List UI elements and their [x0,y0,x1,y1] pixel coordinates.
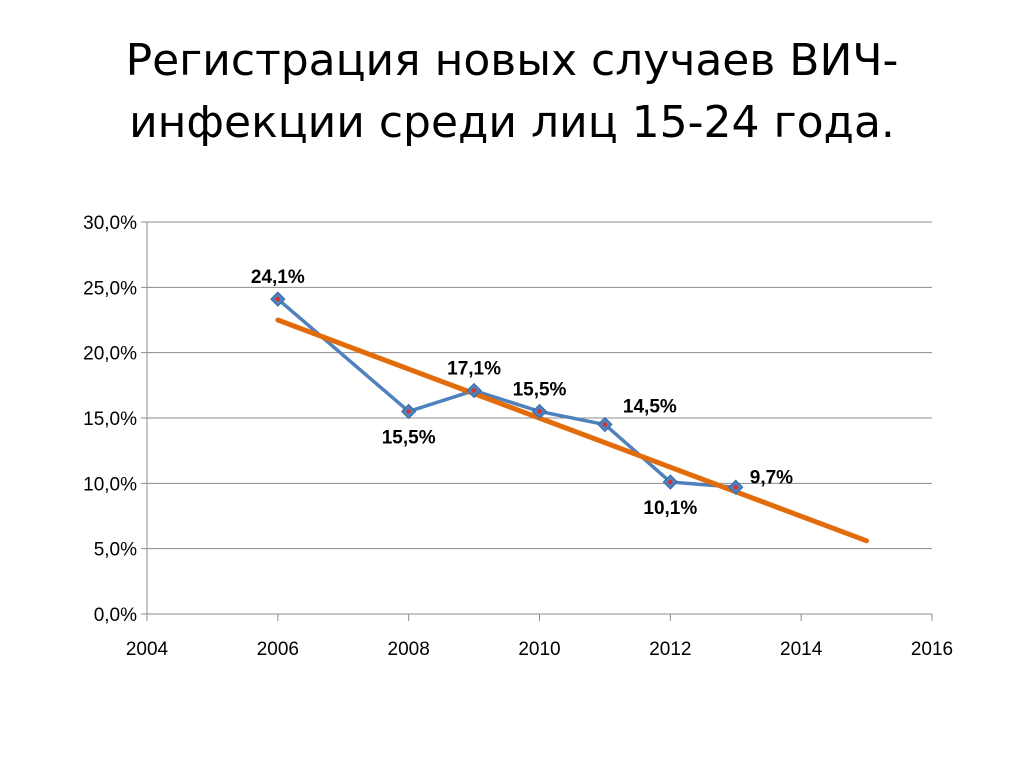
marker-center-dot [471,388,477,393]
marker-center-dot [733,485,738,490]
data-markers [270,291,744,495]
trendline-layer [275,317,870,544]
slide-title-line-2: инфекции среди лиц 15-24 года. [129,97,895,148]
y-tick-label: 15,0% [83,409,137,430]
slide-title-line-1: Регистрация новых случаев ВИЧ- [125,35,899,86]
y-tick-label: 10,0% [83,474,137,495]
marker-center-dot [668,479,673,485]
data-label: 17,1% [447,359,501,380]
x-tick-label: 2014 [780,639,823,660]
trendline [275,317,870,544]
data-point [597,416,613,433]
data-label: 10,1% [643,498,697,519]
marker-center-dot [406,409,411,414]
x-tick-label: 2006 [257,639,299,660]
data-point [466,382,482,399]
data-point [270,291,286,307]
data-label: 15,5% [513,379,567,400]
y-tick-label: 5,0% [94,540,137,561]
series [276,297,736,489]
marker-center-dot [275,296,281,302]
y-tick-label: 25,0% [83,278,137,299]
y-tick-labels: 0,0% 5,0% 10,0% 15,0% 20,0% 25,0% 30,0% [83,213,137,626]
data-point [662,474,679,490]
x-tick-label: 2008 [388,639,430,660]
y-tick-label: 0,0% [94,605,137,626]
marker-center-dot [537,409,542,414]
data-labels: 24,1% 15,5% 17,1% 15,5% 14,5% 10,1% 9,7% [251,267,793,519]
data-point [531,403,548,420]
x-tick-label: 2016 [911,639,953,660]
axes [141,221,933,621]
x-tick-labels: 2004 2006 2008 2010 2012 2014 2016 [126,639,953,660]
x-tick-label: 2010 [518,639,560,660]
x-tick-label: 2004 [126,639,169,660]
data-point [728,479,744,495]
x-tick-label: 2012 [649,639,691,660]
marker-center-dot [602,422,608,427]
y-tick-label: 30,0% [83,213,137,234]
data-label: 15,5% [382,427,436,448]
data-label: 9,7% [750,467,793,488]
data-label: 24,1% [251,267,305,288]
series-line [276,297,736,489]
data-point [400,403,417,420]
y-tick-label: 20,0% [83,344,137,365]
data-label: 14,5% [623,397,677,418]
slide-title: Регистрация новых случаев ВИЧ- инфекции … [40,30,984,154]
